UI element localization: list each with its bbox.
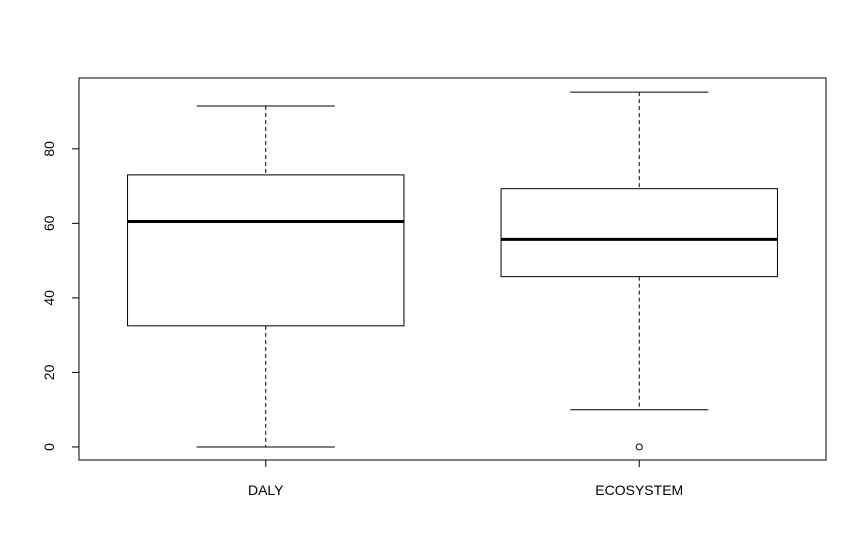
y-tick-label: 80 — [41, 141, 57, 157]
box-ecosystem — [500, 91, 778, 451]
interquartile-box — [127, 174, 405, 327]
y-tick-label: 0 — [41, 443, 57, 451]
y-tick-label: 60 — [41, 215, 57, 231]
boxes-layer — [127, 91, 778, 451]
y-tick-label: 40 — [41, 290, 57, 306]
x-axis: DALY ECOSYSTEM — [248, 460, 683, 498]
outlier-point — [635, 443, 643, 451]
y-tick-label: 20 — [41, 364, 57, 380]
interquartile-box — [500, 188, 778, 278]
x-category-label: ECOSYSTEM — [595, 482, 683, 498]
x-category-label: DALY — [248, 482, 284, 498]
box-daly — [127, 105, 405, 448]
y-axis: 0 20 40 60 80 — [41, 141, 80, 451]
